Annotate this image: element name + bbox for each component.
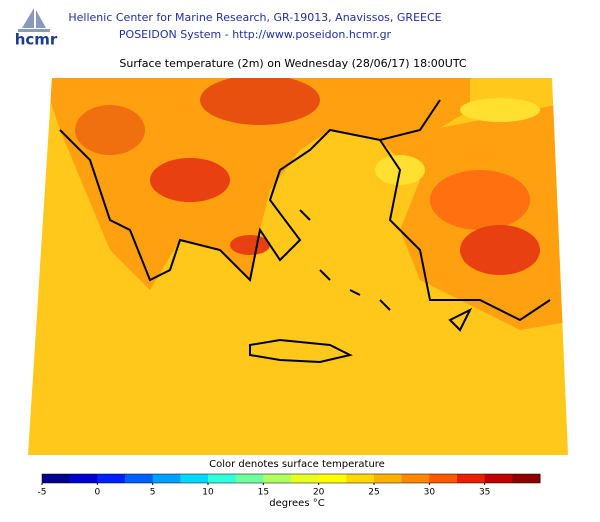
logo: hcmr [15, 31, 58, 49]
color-segment [180, 474, 209, 483]
colorbar-tick-label: -5 [38, 488, 47, 498]
colorbar-tick-label: 20 [313, 488, 325, 498]
color-segment [42, 474, 71, 483]
header-line: Hellenic Center for Marine Research, GR-… [68, 11, 441, 24]
colorbar-tick-label: 0 [94, 488, 100, 498]
map-title: Surface temperature (2m) on Wednesday (2… [119, 57, 467, 70]
color-segment [429, 474, 458, 483]
color-segment [69, 474, 98, 483]
color-segment [457, 474, 486, 483]
colorbar-units: degrees °C [269, 498, 324, 509]
color-segment [318, 474, 347, 483]
color-segment [374, 474, 403, 483]
colorbar-tick-label: 10 [202, 488, 214, 498]
color-segment [291, 474, 320, 483]
colorbar-tick-label: 25 [368, 488, 379, 498]
color-segment [401, 474, 430, 483]
colorbar-frame [41, 473, 541, 484]
color-segment [484, 474, 513, 483]
color-segment [263, 474, 292, 483]
color-segment [208, 474, 237, 483]
colorbar-tick-label: 30 [424, 488, 436, 498]
colorbar: -5 0 5 10 15 20 25 30 35 [38, 473, 541, 498]
color-segment [125, 474, 154, 483]
header-line: POSEIDON System - http://www.poseidon.hc… [119, 28, 392, 41]
color-segment [235, 474, 264, 483]
map [28, 78, 568, 455]
color-segment [152, 474, 181, 483]
color-segment [512, 474, 541, 483]
colorbar-tick-label: 35 [479, 488, 490, 498]
colorbar-tick-label: 5 [150, 488, 156, 498]
color-segment [97, 474, 126, 483]
logo-icon [18, 8, 50, 32]
colorbar-tick-label: 15 [258, 488, 269, 498]
colorbar-label: Color denotes surface temperature [209, 459, 385, 470]
color-segment [346, 474, 375, 483]
